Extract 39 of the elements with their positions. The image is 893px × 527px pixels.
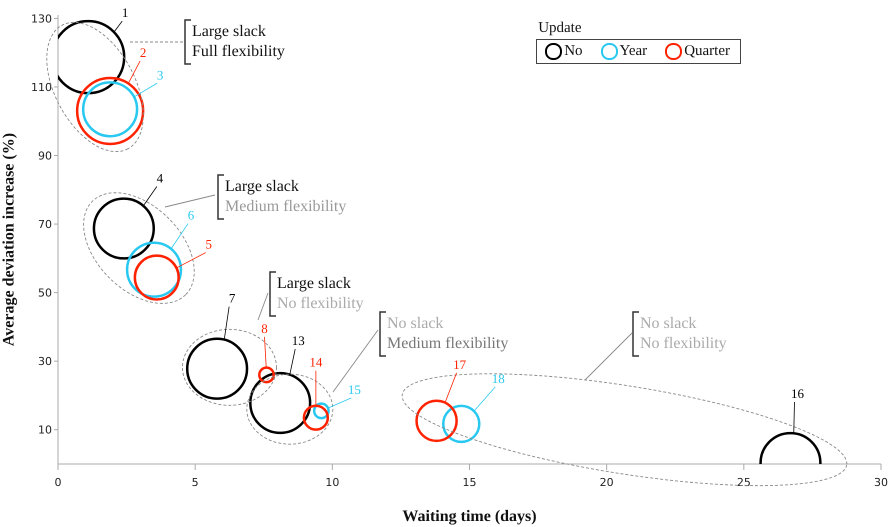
y-tick-label: 50 xyxy=(38,286,52,300)
annotation: 2 xyxy=(140,44,146,60)
annotation: 4 xyxy=(156,170,164,186)
legend-label: Quarter xyxy=(683,43,730,60)
annotation: 18 xyxy=(492,370,505,386)
annotation: No slack Medium flexibility xyxy=(387,315,508,352)
x-tick-label: 5 xyxy=(192,476,199,489)
annotation: No slack No flexibility xyxy=(640,315,727,352)
x-tick-label: 30 xyxy=(874,476,888,489)
y-tick-label: 90 xyxy=(38,149,52,162)
annotation: 7 xyxy=(228,290,236,306)
y-tick-label: 10 xyxy=(38,424,52,437)
annotation: 6 xyxy=(188,208,195,223)
annotation: Large slack Full flexibility xyxy=(192,23,285,60)
legend-label: Year xyxy=(618,43,648,60)
annotation: 13 xyxy=(292,332,305,348)
y-axis-title: Average deviation increase (%) xyxy=(0,132,18,346)
annotation: 5 xyxy=(206,236,212,252)
x-tick-label: 10 xyxy=(325,476,340,489)
annotation: 14 xyxy=(309,354,323,370)
legend-label: No xyxy=(563,43,583,60)
legend-title: Update xyxy=(538,20,583,37)
y-tick-label: 30 xyxy=(38,355,52,368)
annotation: 15 xyxy=(348,382,361,397)
annotation: 1 xyxy=(122,5,128,20)
annotation: 8 xyxy=(261,320,268,336)
annotation: 16 xyxy=(790,386,804,401)
annotation: 17 xyxy=(453,356,467,372)
annotation: 3 xyxy=(156,67,164,82)
annotation: Large slack Medium flexibility xyxy=(225,178,346,215)
y-tick-label: 130 xyxy=(31,12,52,26)
x-tick-label: 20 xyxy=(600,476,614,489)
annotation: Large slack No flexibility xyxy=(277,275,364,312)
x-axis-title: Waiting time (days) xyxy=(402,508,537,525)
y-tick-label: 70 xyxy=(38,218,52,231)
x-tick-label: 25 xyxy=(736,476,751,489)
y-tick-label: 110 xyxy=(31,80,52,94)
x-tick-label: 0 xyxy=(54,476,62,489)
x-tick-label: 15 xyxy=(462,476,476,489)
